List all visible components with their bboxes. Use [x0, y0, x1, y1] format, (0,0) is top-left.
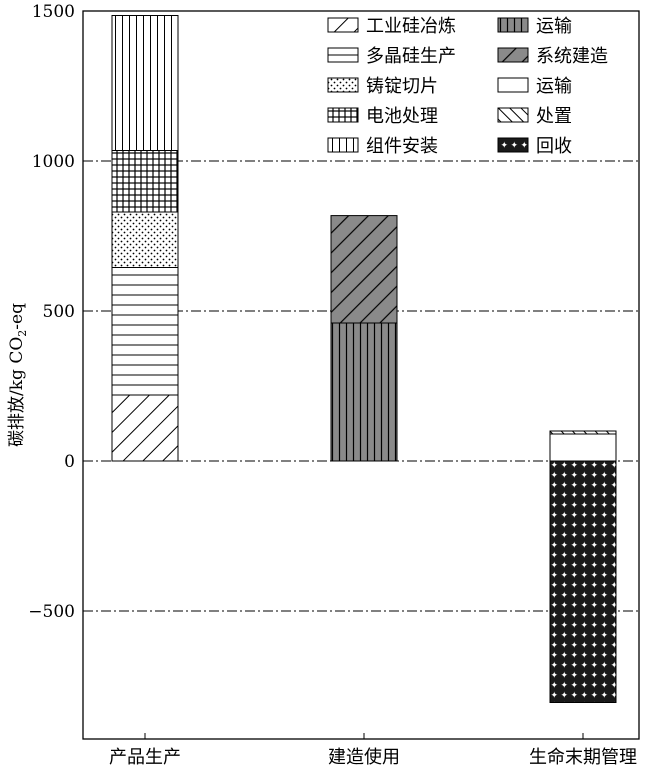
legend-swatch — [497, 107, 529, 123]
legend-label: 处置 — [536, 106, 572, 127]
legend-label: 运输 — [536, 16, 572, 37]
bar-segment — [549, 433, 617, 462]
x-tick-label: 产品生产 — [109, 747, 181, 768]
legend-label: 电池处理 — [366, 106, 438, 127]
legend-swatch — [497, 47, 529, 63]
bar-segment — [549, 460, 617, 703]
y-tick-label: 0 — [64, 452, 75, 472]
legend-swatch — [327, 77, 359, 93]
bar-segment — [111, 150, 179, 213]
x-tick-label: 建造使用 — [328, 747, 400, 768]
legend-swatch — [327, 137, 359, 153]
legend-label: 回收 — [536, 136, 572, 157]
y-tick-label: 1500 — [32, 2, 75, 22]
legend-label: 组件安装 — [366, 136, 438, 157]
legend-label: 运输 — [536, 76, 572, 97]
legend-label: 工业硅冶炼 — [366, 16, 456, 37]
legend-label: 多晶硅生产 — [366, 46, 456, 67]
legend-swatch — [497, 137, 529, 153]
bar-segment — [330, 215, 398, 324]
legend-swatch — [497, 77, 529, 93]
bar-segment — [111, 211, 179, 268]
bars — [111, 15, 617, 703]
bar-segment — [111, 394, 179, 462]
legend-swatch — [327, 107, 359, 123]
y-tick-label: 500 — [43, 302, 75, 322]
legend-label: 铸锭切片 — [366, 76, 438, 97]
y-tick-label: −500 — [28, 602, 75, 622]
y-tick-label: 1000 — [32, 152, 75, 172]
x-axis-ticks: 产品生产 建造使用 生命末期管理 — [109, 733, 637, 768]
legend-swatch — [327, 47, 359, 63]
bar-segment — [111, 15, 179, 151]
legend-label: 系统建造 — [536, 46, 608, 67]
y-axis-label-subscript: 2 — [16, 330, 29, 337]
bar-segment — [111, 267, 179, 396]
legend-swatch — [497, 17, 529, 33]
x-tick-label: 生命末期管理 — [529, 747, 637, 768]
bar-segment — [330, 322, 398, 462]
legend-swatch — [327, 17, 359, 33]
y-axis-label: 碳排放/kg CO2-eq — [7, 303, 29, 447]
y-axis-label-suffix: -eq — [7, 303, 27, 330]
y-axis-ticks: 1500 1000 500 0 −500 — [28, 2, 89, 622]
y-axis-label-main: 碳排放/kg CO — [7, 337, 27, 447]
bar-segment — [549, 430, 617, 435]
plot-frame — [82, 10, 640, 740]
